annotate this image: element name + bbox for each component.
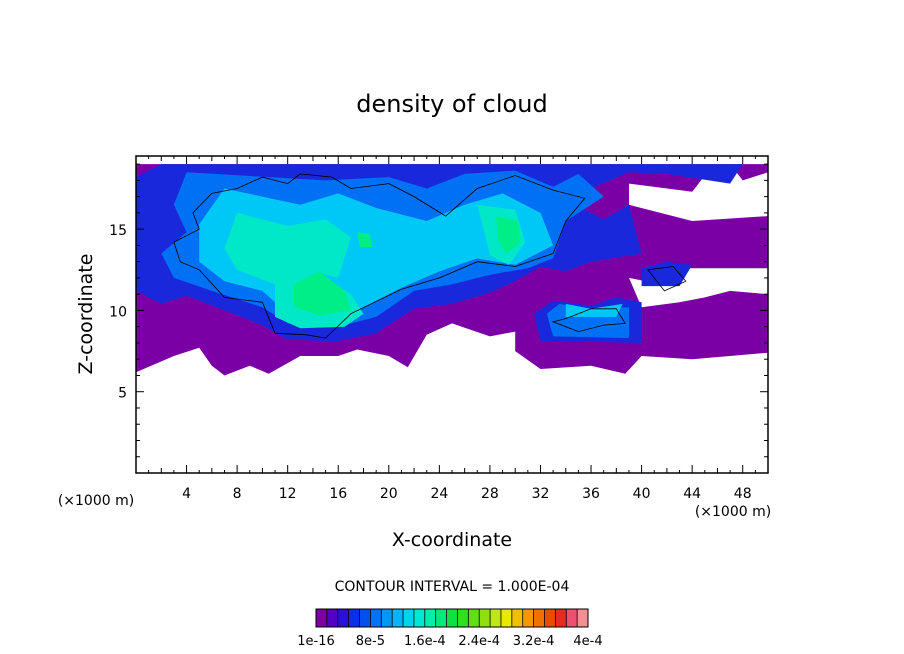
cloud-density-field (136, 164, 768, 376)
density-region-8 (224, 212, 351, 285)
x-tick-label: 20 (380, 486, 398, 502)
colorbar-swatch (544, 609, 556, 627)
colorbar (315, 608, 589, 628)
density-region-7 (565, 303, 623, 317)
x-unit-note-left: (×1000 m) (58, 493, 134, 509)
colorbar-swatch (348, 609, 360, 627)
colorbar-swatch (533, 609, 545, 627)
y-tick-label: 15 (109, 223, 127, 239)
density-region-3 (641, 261, 693, 287)
colorbar-swatch (381, 609, 393, 627)
colorbar-swatch (413, 609, 426, 627)
contour-line-1 (551, 308, 626, 333)
colorbar-swatch (370, 609, 382, 627)
colorbar-swatch (468, 609, 480, 627)
colorbar-swatch (522, 609, 534, 627)
contour-line-2 (647, 266, 687, 292)
colorbar-swatch (446, 609, 458, 627)
x-tick-label: 16 (329, 486, 347, 502)
colorbar-swatch (500, 609, 513, 627)
y-axis-label: Z-coordinate (75, 254, 97, 375)
colorbar-label: 3.2e-4 (513, 634, 555, 649)
colorbar-swatch (424, 609, 436, 627)
colorbar-frame (315, 608, 589, 628)
colorbar-swatch (555, 609, 567, 627)
colorbar-label: 1e-16 (297, 634, 335, 649)
colorbar-swatch (511, 609, 524, 627)
x-tick-label: 32 (532, 486, 550, 502)
colorbar-label: 4e-4 (573, 634, 602, 649)
x-tick-label: 12 (279, 486, 297, 502)
x-tick-label: 44 (683, 486, 701, 502)
y-axis-ticks: 5 10 15 (109, 163, 768, 474)
colorbar-swatch (577, 609, 589, 627)
colorbar-label: 2.4e-4 (458, 634, 500, 649)
contour-line-0 (173, 173, 586, 339)
contour-lines (173, 173, 687, 339)
y-tick-label: 5 (118, 386, 127, 402)
x-tick-label: 28 (481, 486, 499, 502)
colorbar-swatch (316, 609, 328, 627)
colorbar-swatch (326, 609, 339, 627)
colorbar-swatch (490, 609, 502, 627)
x-tick-label: 48 (734, 486, 752, 502)
x-axis-ticks: 4 8 12 16 20 24 28 32 36 40 44 48 (135, 156, 769, 502)
colorbar-label: 1.6e-4 (404, 634, 446, 649)
contour-interval-text: CONTOUR INTERVAL = 1.000E-04 (335, 579, 570, 595)
y-tick-label: 10 (109, 304, 127, 320)
x-tick-label: 36 (582, 486, 600, 502)
colorbar-swatch (359, 609, 371, 627)
x-tick-label: 24 (430, 486, 448, 502)
colorbar-swatch (435, 609, 447, 627)
x-unit-note-right: (×1000 m) (695, 504, 771, 520)
colorbar-swatch (337, 609, 349, 627)
colorbar-swatch (566, 609, 578, 627)
x-tick-label: 8 (233, 486, 242, 502)
density-region-12 (496, 216, 521, 254)
x-tick-label: 40 (633, 486, 651, 502)
colorbar-labels: 1e-16 8e-5 1.6e-4 2.4e-4 3.2e-4 4e-4 (297, 634, 602, 649)
x-tick-label: 4 (182, 486, 191, 502)
density-region-11 (294, 271, 351, 316)
colorbar-label: 8e-5 (356, 634, 385, 649)
colorbar-swatch (479, 609, 491, 627)
colorbar-swatch (403, 609, 415, 627)
colorbar-swatch (392, 609, 404, 627)
chart-title: density of cloud (356, 90, 547, 118)
x-axis-label: X-coordinate (392, 529, 512, 551)
density-region-13 (357, 232, 373, 247)
colorbar-swatch (457, 609, 469, 627)
